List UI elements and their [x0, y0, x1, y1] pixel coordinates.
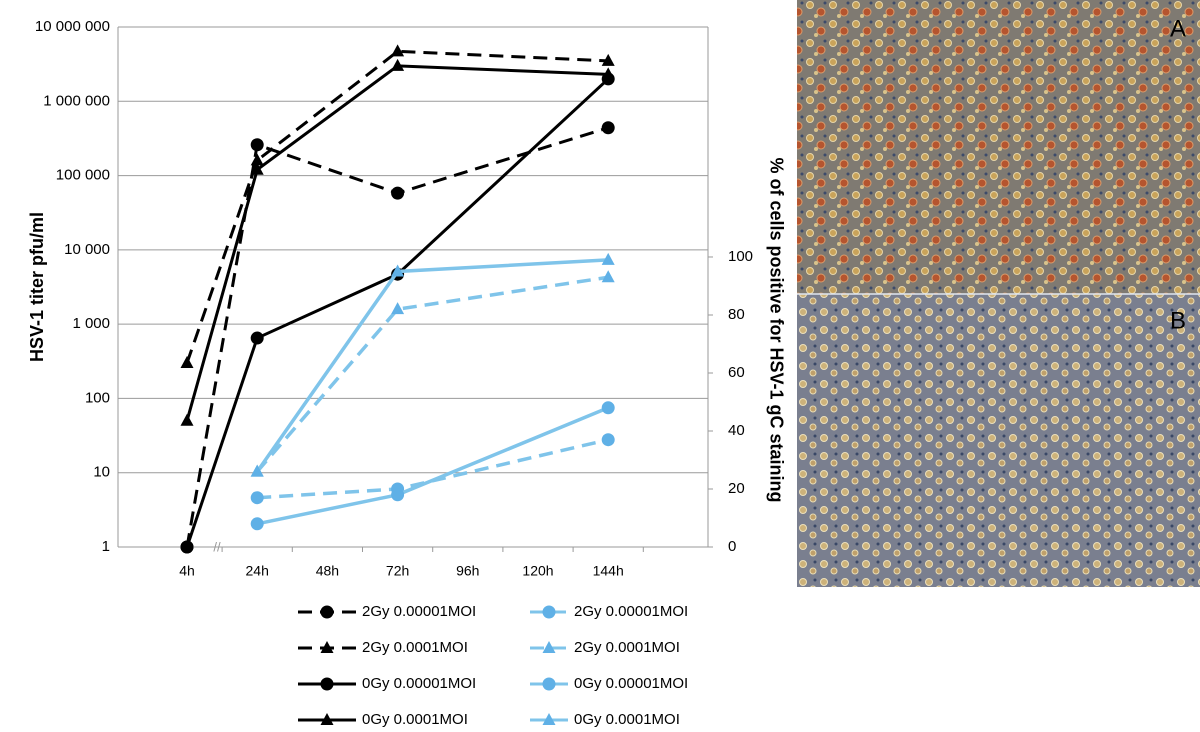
- data-point: [601, 121, 615, 135]
- legend-label: 2Gy 0.00001MOI: [574, 603, 688, 620]
- data-point: [180, 355, 194, 368]
- data-point: [180, 413, 194, 426]
- y2-axis-label: % of cells positive for HSV-1 gC stainin…: [766, 157, 786, 502]
- legend-marker: [542, 641, 556, 653]
- x-tick-label: 120h: [522, 563, 553, 579]
- data-point: [180, 540, 194, 554]
- legend-label: 2Gy 0.0001MOI: [362, 639, 468, 656]
- data-point: [391, 264, 405, 277]
- series-line: [256, 406, 609, 526]
- series-line: [185, 64, 609, 422]
- legend-marker: [320, 641, 334, 653]
- micrograph-b: [797, 294, 1200, 587]
- data-point: [601, 270, 615, 283]
- legend-marker: [542, 605, 556, 619]
- data-point: [391, 44, 405, 57]
- x-tick-label: 48h: [316, 563, 339, 579]
- y-tick-label: 1 000 000: [43, 92, 110, 109]
- legend-marker: [320, 713, 334, 725]
- y-tick-label: 10 000 000: [35, 18, 110, 35]
- y-tick-label: 10 000: [64, 241, 110, 258]
- legend-marker: [320, 605, 334, 619]
- data-point: [250, 331, 264, 345]
- legend-label: 0Gy 0.00001MOI: [574, 675, 688, 692]
- legend-label: 2Gy 0.0001MOI: [574, 639, 680, 656]
- y2-tick-label: 100: [728, 248, 753, 265]
- data-point: [391, 186, 405, 200]
- y-tick-label: 100: [85, 389, 110, 406]
- data-point: [601, 252, 615, 265]
- data-point: [391, 302, 405, 315]
- data-point: [601, 401, 615, 415]
- data-point: [601, 53, 615, 66]
- x-tick-label: 96h: [456, 563, 479, 579]
- y-axis-label: HSV-1 titer pfu/ml: [27, 212, 47, 362]
- legend-marker: [542, 677, 556, 691]
- micrograph-a: [797, 0, 1200, 294]
- y-tick-label: 1 000: [72, 315, 110, 332]
- y2-tick-label: 0: [728, 538, 736, 555]
- data-point: [391, 488, 405, 502]
- y2-tick-label: 40: [728, 422, 745, 439]
- data-point: [250, 464, 264, 477]
- legend-label: 0Gy 0.00001MOI: [362, 675, 476, 692]
- legend-label: 0Gy 0.0001MOI: [574, 711, 680, 728]
- data-point: [601, 67, 615, 80]
- y-tick-label: 100 000: [56, 167, 110, 184]
- series-line: [185, 126, 609, 548]
- x-tick-label: 4h: [179, 563, 195, 579]
- y2-tick-label: 60: [728, 364, 745, 381]
- x-tick-label: 144h: [593, 563, 624, 579]
- legend-label: 2Gy 0.00001MOI: [362, 603, 476, 620]
- legend-label: 0Gy 0.0001MOI: [362, 711, 468, 728]
- data-point: [601, 433, 615, 447]
- series-line: [255, 258, 609, 473]
- data-point: [250, 138, 264, 152]
- series-line: [185, 77, 610, 548]
- y2-tick-label: 80: [728, 306, 745, 323]
- y2-tick-label: 20: [728, 480, 745, 497]
- series-line: [185, 49, 609, 364]
- panel-label: B: [1170, 307, 1186, 334]
- panel-label: A: [1170, 15, 1186, 42]
- series-line: [255, 275, 609, 473]
- data-point: [250, 153, 264, 166]
- legend-marker: [320, 677, 334, 691]
- y-tick-label: 10: [93, 464, 110, 481]
- y-tick-label: 1: [102, 538, 110, 555]
- series-line: [257, 437, 609, 500]
- data-point: [250, 491, 264, 505]
- legend-marker: [542, 713, 556, 725]
- x-tick-label: 72h: [386, 563, 409, 579]
- data-point: [391, 58, 405, 71]
- x-tick-label: 24h: [246, 563, 269, 579]
- data-point: [250, 162, 264, 175]
- data-point: [250, 517, 264, 531]
